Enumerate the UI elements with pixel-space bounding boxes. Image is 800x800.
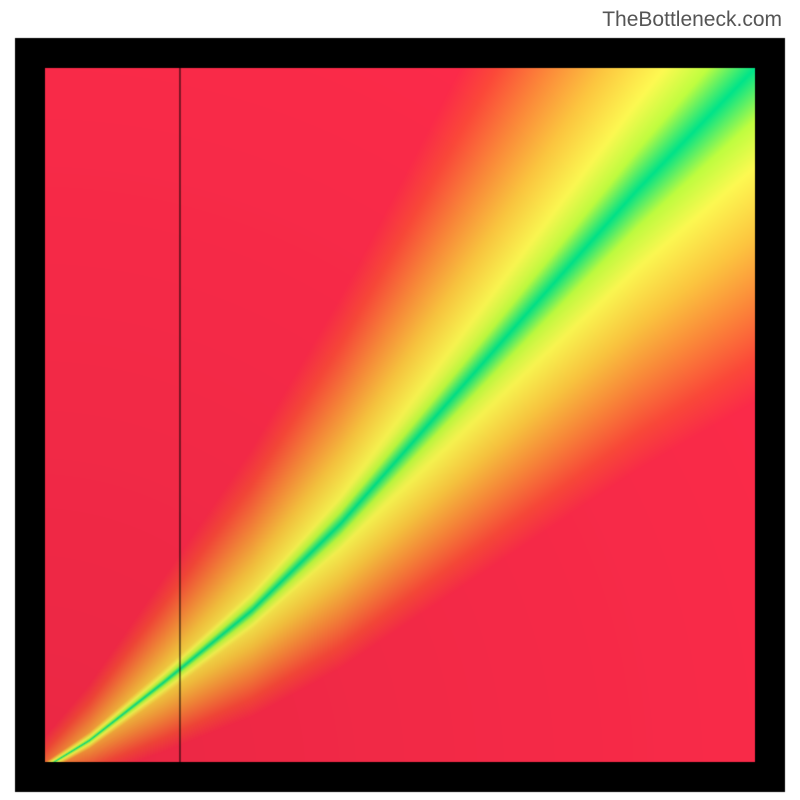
bottleneck-heatmap (0, 0, 800, 800)
attribution-label: TheBottleneck.com (602, 8, 782, 32)
chart-container: { "attribution": "TheBottleneck.com", "a… (0, 0, 800, 800)
